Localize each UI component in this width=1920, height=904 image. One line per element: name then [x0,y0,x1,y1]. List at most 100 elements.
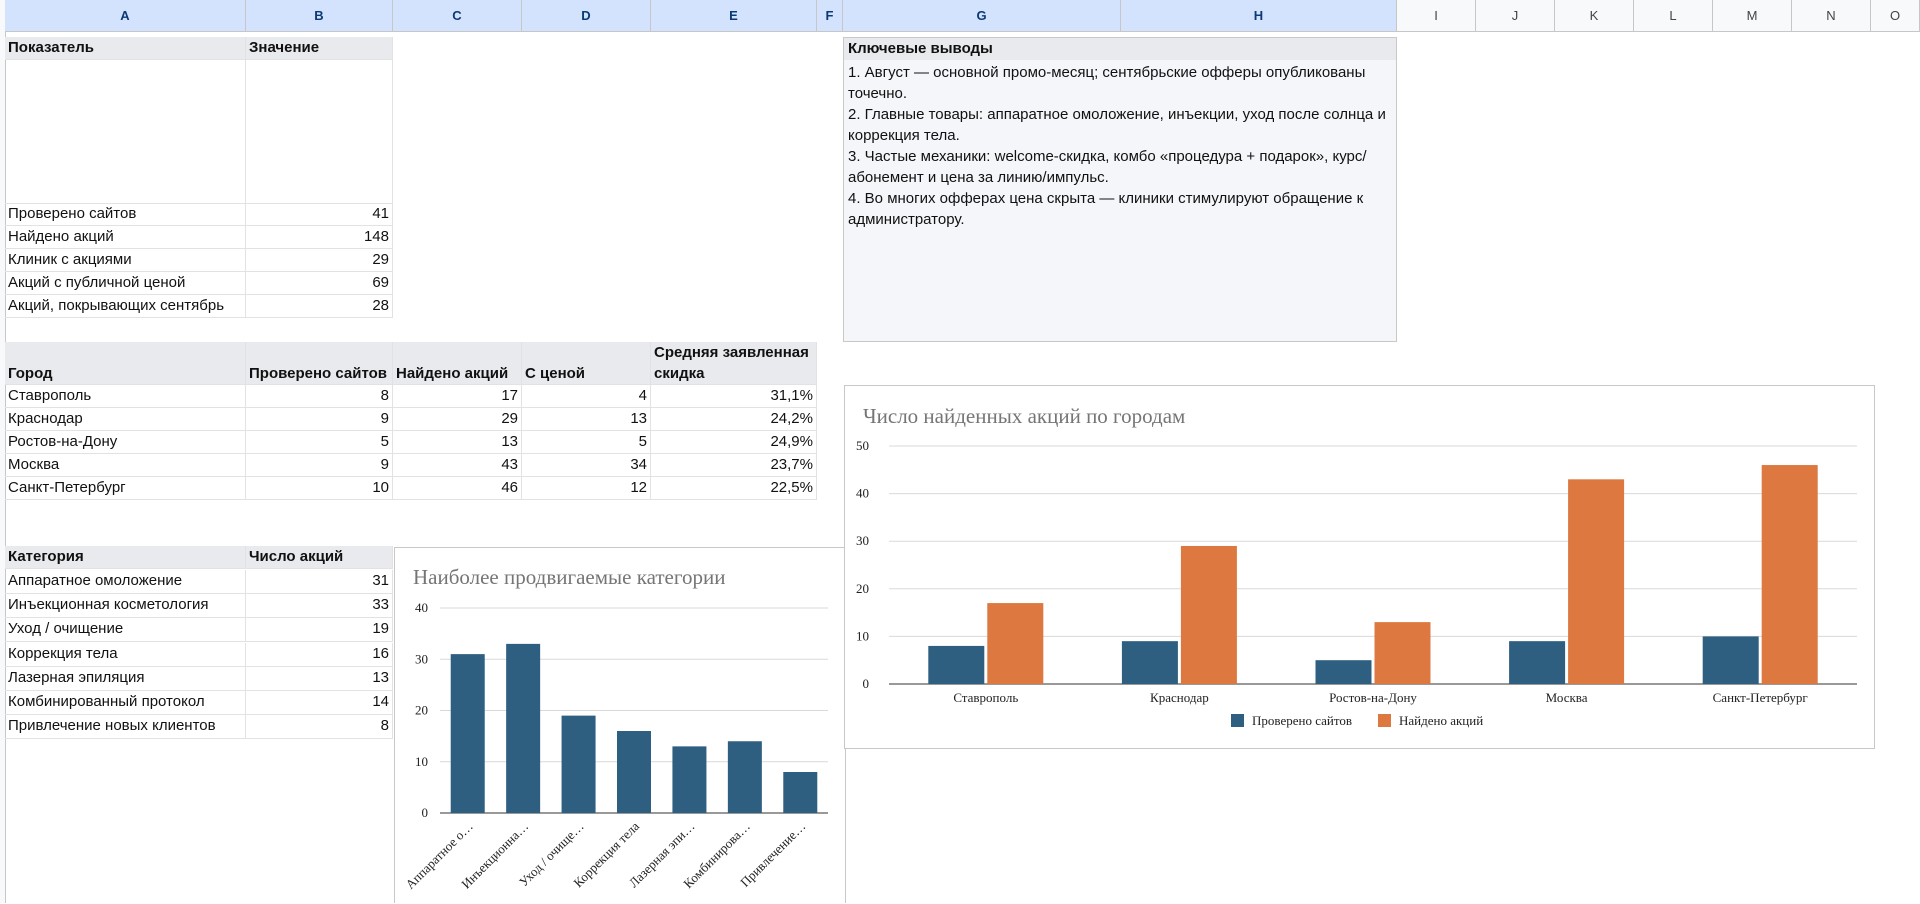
category-label-cell[interactable]: Коррекция тела [5,642,246,667]
category-bar[interactable] [506,643,541,813]
city-cell[interactable]: 24,9% [651,431,817,454]
city-cell[interactable]: 9 [246,454,393,477]
category-bar[interactable] [450,654,485,813]
kpi-label-cell[interactable]: Клиник с акциями [5,249,246,272]
category-label-cell[interactable]: Комбинированный протокол [5,691,246,715]
category-bar[interactable] [783,772,818,813]
column-header-j[interactable]: J [1476,0,1555,31]
city-cell[interactable]: 31,1% [651,385,817,408]
city-bar-promos[interactable] [987,603,1044,684]
category-header-label[interactable]: Категория [5,546,246,569]
column-header-k[interactable]: K [1555,0,1634,31]
column-header-o[interactable]: O [1871,0,1920,31]
city-cell[interactable]: 22,5% [651,477,817,500]
category-count-cell[interactable]: 19 [246,618,393,643]
city-cell[interactable]: Краснодар [5,408,246,431]
column-header-f[interactable]: F [817,0,843,31]
y-tick-label: 40 [415,600,428,615]
category-bar[interactable] [617,731,651,813]
kpi-value-cell[interactable]: 148 [246,226,393,249]
city-cell[interactable]: 4 [522,385,651,408]
city-cell[interactable]: Москва [5,454,246,477]
summary-title: Ключевые выводы [844,38,1396,60]
category-label-cell[interactable]: Уход / очищение [5,618,246,643]
kpi-value-cell[interactable]: 41 [246,203,393,226]
city-cell[interactable]: 10 [246,477,393,500]
city-cell[interactable]: 12 [522,477,651,500]
city-cell[interactable]: 24,2% [651,408,817,431]
city-cell[interactable]: 5 [246,431,393,454]
kpi-empty-cell[interactable] [5,60,246,204]
category-count-cell[interactable]: 13 [246,666,393,691]
city-bar-promos[interactable] [1568,479,1625,684]
city-cell[interactable]: 23,7% [651,454,817,477]
kpi-label-cell[interactable]: Акций с публичной ценой [5,272,246,295]
city-cell[interactable]: 13 [522,408,651,431]
legend-label: Найдено акций [1399,713,1483,728]
category-label-cell[interactable]: Аппаратное омоложение [5,570,246,594]
kpi-value-cell[interactable]: 29 [246,249,393,272]
city-cell[interactable]: 34 [522,454,651,477]
column-header-n[interactable]: N [1792,0,1871,31]
category-bar[interactable] [561,715,596,813]
city-cell[interactable]: 46 [393,477,522,500]
city-header-cell[interactable]: Город [5,342,246,385]
category-label-cell[interactable]: Лазерная эпиляция [5,666,246,691]
category-count-cell[interactable]: 14 [246,691,393,715]
category-label-cell[interactable]: Инъекционная косметология [5,594,246,619]
column-header-m[interactable]: M [1713,0,1792,31]
column-header-g[interactable]: G [843,0,1121,31]
city-cell[interactable]: Ставрополь [5,385,246,408]
category-bar[interactable] [727,741,762,813]
city-bar-promos[interactable] [1761,465,1818,684]
city-bar-sites[interactable] [1121,641,1178,684]
city-bar-promos[interactable] [1180,545,1237,684]
city-header-cell[interactable]: Проверено сайтов [246,342,393,385]
y-tick-label: 40 [856,486,869,501]
city-header-cell[interactable]: Найдено акций [393,342,522,385]
city-cell[interactable]: Ростов-на-Дону [5,431,246,454]
column-header-i[interactable]: I [1397,0,1476,31]
city-bar-sites[interactable] [1509,641,1566,684]
category-count-cell[interactable]: 16 [246,642,393,667]
kpi-value-cell[interactable]: 69 [246,272,393,295]
categories-chart[interactable]: Наиболее продвигаемые категории 0 10 20 30 40… [394,547,846,903]
city-cell[interactable]: 5 [522,431,651,454]
kpi-header-label[interactable]: Показатель [5,37,246,60]
city-header-cell[interactable]: Средняя заявленная скидка [651,342,817,385]
city-cell[interactable]: 9 [246,408,393,431]
city-header-cell[interactable]: С ценой [522,342,651,385]
column-header-b[interactable]: B [246,0,393,31]
city-cell[interactable]: Санкт-Петербург [5,477,246,500]
city-cell[interactable]: 17 [393,385,522,408]
city-bar-sites[interactable] [1315,660,1372,684]
kpi-label-cell[interactable]: Акций, покрывающих сентябрь [5,295,246,318]
city-cell[interactable]: 43 [393,454,522,477]
column-header-d[interactable]: D [522,0,651,31]
cities-chart[interactable]: Число найденных акций по городам 0 10 20 30 4… [844,385,1875,749]
summary-box[interactable]: Ключевые выводы 1. Август — основной про… [843,37,1397,342]
category-count-cell[interactable]: 8 [246,715,393,740]
category-count-cell[interactable]: 33 [246,594,393,619]
column-header-l[interactable]: L [1634,0,1713,31]
category-header-count[interactable]: Число акций [246,546,393,569]
column-header-h[interactable]: H [1121,0,1397,31]
city-bar-sites[interactable] [1702,636,1759,684]
kpi-empty-cell[interactable] [246,60,393,204]
category-label-cell[interactable]: Привлечение новых клиентов [5,715,246,740]
kpi-label-cell[interactable]: Проверено сайтов [5,203,246,226]
city-cell[interactable]: 29 [393,408,522,431]
city-cell[interactable]: 8 [246,385,393,408]
category-count-cell[interactable]: 31 [246,570,393,594]
column-header-a[interactable]: A [5,0,246,31]
kpi-value-cell[interactable]: 28 [246,295,393,318]
column-header-e[interactable]: E [651,0,817,31]
city-bar-sites[interactable] [928,645,985,684]
city-cell[interactable]: 13 [393,431,522,454]
category-bar[interactable] [672,746,707,813]
city-bar-promos[interactable] [1374,622,1431,684]
kpi-label-cell[interactable]: Найдено акций [5,226,246,249]
column-header-c[interactable]: C [393,0,522,31]
kpi-header-value[interactable]: Значение [246,37,393,60]
